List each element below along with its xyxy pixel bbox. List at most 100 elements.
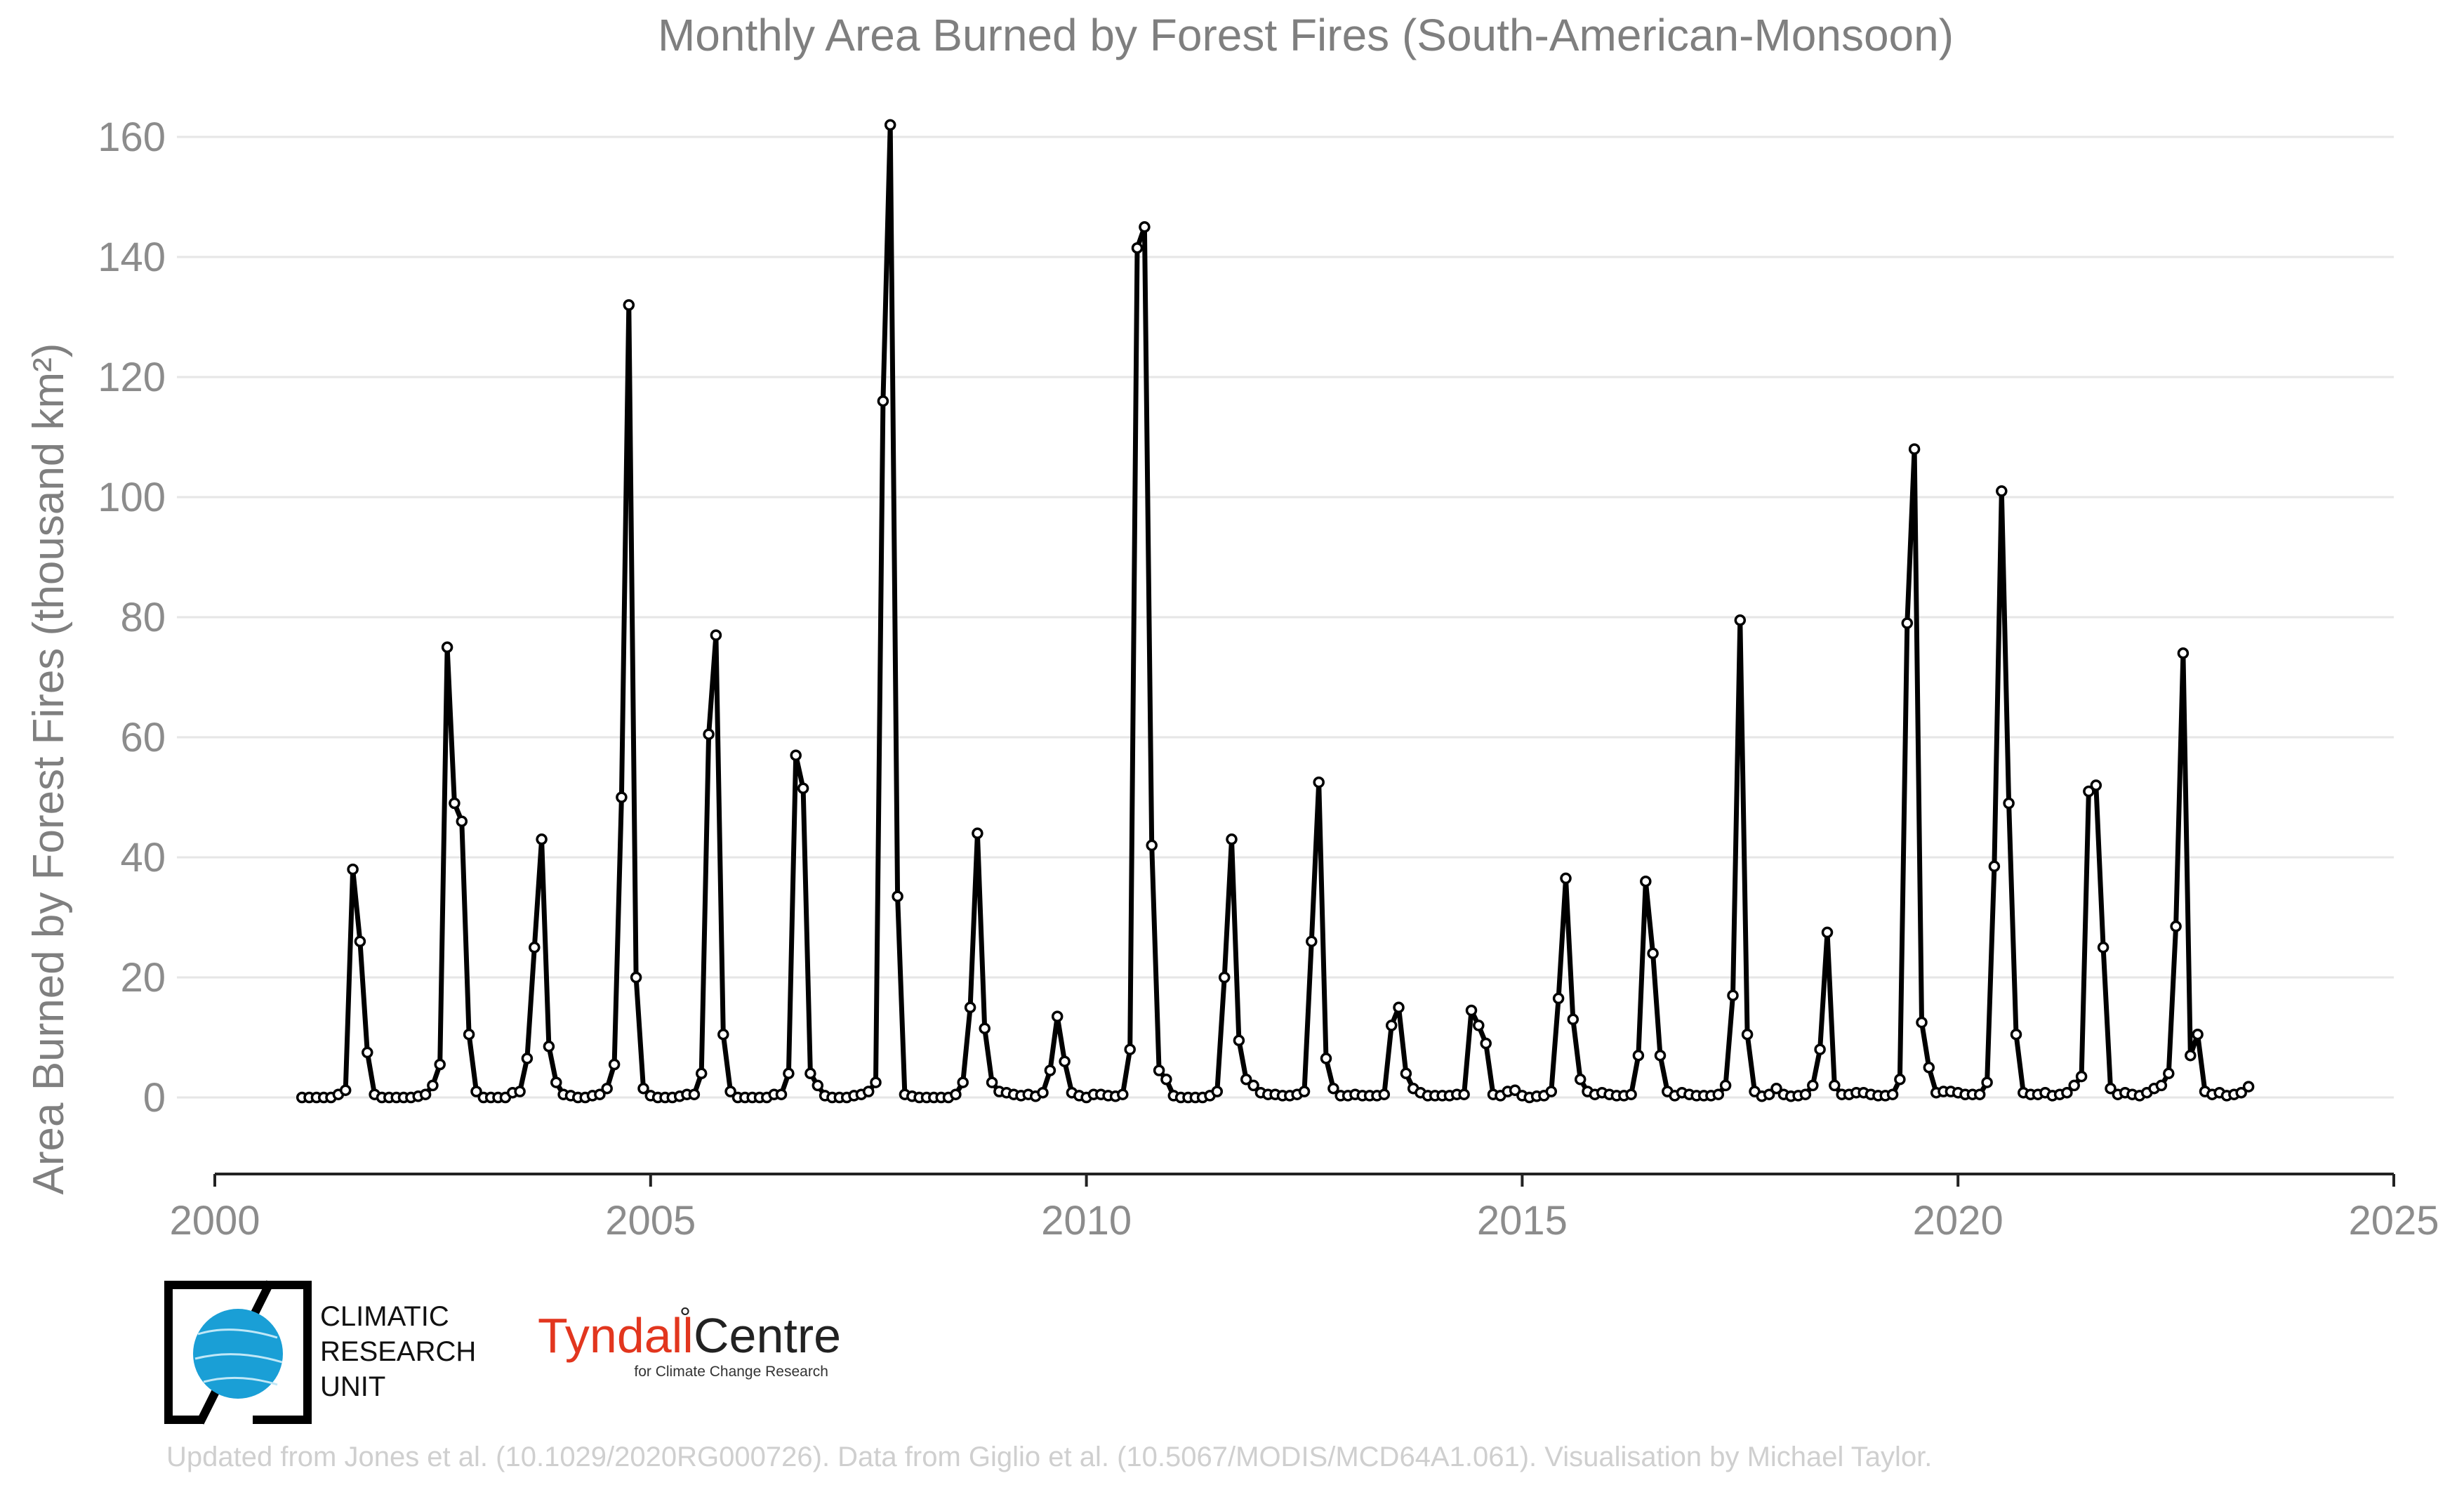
- data-point: [1480, 1037, 1492, 1050]
- data-point: [1458, 1088, 1470, 1100]
- data-point: [1640, 875, 1652, 888]
- data-points: [296, 119, 2255, 1104]
- x-ticks: 2000 2005 2010 2015 2020 2025: [169, 1174, 2439, 1244]
- data-point: [1226, 833, 1238, 845]
- data-point: [2235, 1086, 2247, 1099]
- data-point: [1770, 1082, 1782, 1095]
- data-point: [717, 1028, 729, 1041]
- data-point: [964, 1001, 976, 1014]
- data-point: [986, 1076, 998, 1088]
- data-point: [1313, 776, 1325, 789]
- data-point: [1821, 926, 1834, 939]
- tyndall-logo: Tyndall ° Centre for Climate Change Rese…: [538, 1303, 841, 1380]
- data-point: [688, 1088, 701, 1100]
- data-point: [543, 1041, 555, 1053]
- x-tick-label-2020: 2020: [1913, 1198, 2003, 1244]
- data-point: [2185, 1049, 2197, 1062]
- data-point: [2075, 1070, 2088, 1083]
- data-point: [1901, 617, 1914, 629]
- data-point: [1829, 1079, 1841, 1092]
- data-point: [1247, 1079, 1259, 1092]
- data-point: [724, 1086, 736, 1097]
- tyndall-name: Tyndall: [538, 1308, 694, 1363]
- data-point: [1320, 1053, 1332, 1064]
- data-point: [797, 782, 809, 794]
- footer-credit: Updated from Jones et al. (10.1029/2020R…: [166, 1442, 1932, 1472]
- y-tick-label-60: 60: [120, 715, 166, 760]
- x-tick-label-2010: 2010: [1041, 1198, 1132, 1244]
- data-point: [2061, 1086, 2073, 1099]
- data-point: [601, 1082, 613, 1095]
- data-point: [1988, 860, 2001, 873]
- data-point: [434, 1058, 446, 1071]
- data-point: [892, 890, 903, 902]
- data-point: [1981, 1076, 1993, 1088]
- data-point: [1654, 1049, 1667, 1062]
- data-point: [1973, 1088, 1986, 1100]
- data-point: [804, 1067, 816, 1080]
- data-point: [2163, 1067, 2175, 1080]
- data-point: [1712, 1088, 1725, 1100]
- data-point: [637, 1082, 649, 1095]
- data-point: [521, 1053, 534, 1064]
- data-point: [1886, 1088, 1899, 1100]
- data-point: [470, 1086, 482, 1097]
- data-point: [1240, 1074, 1252, 1086]
- x-tick-label-2025: 2025: [2348, 1198, 2439, 1244]
- chart-title: Monthly Area Burned by Forest Fires (Sou…: [658, 10, 1954, 60]
- data-point: [2083, 785, 2095, 798]
- y-tick-label-40: 40: [120, 835, 166, 881]
- data-point: [1814, 1043, 1826, 1055]
- data-point: [972, 827, 983, 840]
- cru-line-2: RESEARCH: [320, 1336, 476, 1367]
- data-point: [1799, 1088, 1812, 1100]
- data-point: [1647, 947, 1659, 960]
- data-point: [1545, 1086, 1558, 1097]
- data-point: [812, 1079, 824, 1092]
- data-point: [362, 1046, 373, 1059]
- data-point: [884, 119, 896, 131]
- data-point: [1218, 971, 1231, 984]
- data-point: [2090, 779, 2102, 791]
- data-point: [1727, 989, 1739, 1001]
- data-point: [957, 1076, 969, 1088]
- y-tick-label-120: 120: [98, 355, 166, 400]
- data-point: [2003, 797, 2015, 810]
- data-point: [2097, 942, 2109, 954]
- data-point: [1146, 839, 1158, 852]
- data-point: [1923, 1062, 1935, 1074]
- data-point: [608, 1058, 621, 1071]
- data-point: [616, 791, 628, 803]
- y-axis-label: Area Burned by Forest Fires (thousand km…: [25, 343, 73, 1195]
- data-point: [1385, 1020, 1398, 1031]
- y-tick-labels: 0 20 40 60 80 100 120 140 160: [98, 114, 166, 1121]
- data-point: [979, 1022, 991, 1034]
- tyndall-degree: °: [680, 1303, 691, 1333]
- data-point: [1124, 1043, 1136, 1055]
- data-point: [1632, 1049, 1645, 1062]
- data-point: [2155, 1079, 2168, 1092]
- data-point: [594, 1088, 606, 1100]
- data-point: [1763, 1088, 1775, 1100]
- data-point: [2242, 1081, 2255, 1093]
- y-tick-label-100: 100: [98, 475, 166, 520]
- data-point: [463, 1028, 475, 1041]
- data-point: [550, 1076, 562, 1088]
- data-point: [623, 299, 635, 311]
- y-tick-label-160: 160: [98, 114, 166, 160]
- data-point: [1807, 1079, 1819, 1092]
- cru-logo: CLIMATIC RESEARCH UNIT: [164, 1280, 476, 1425]
- data-point: [630, 971, 642, 984]
- data-point: [1465, 1004, 1478, 1017]
- data-point: [1400, 1067, 1412, 1080]
- data-point: [1117, 1088, 1129, 1100]
- data-point: [2068, 1079, 2080, 1092]
- data-point: [536, 833, 548, 845]
- cru-line-1: CLIMATIC: [320, 1301, 449, 1332]
- data-point: [1894, 1074, 1906, 1086]
- data-point: [1908, 443, 1921, 455]
- data-point: [783, 1067, 795, 1080]
- data-point: [1719, 1079, 1732, 1092]
- data-point: [1153, 1064, 1165, 1076]
- data-point: [2177, 647, 2190, 659]
